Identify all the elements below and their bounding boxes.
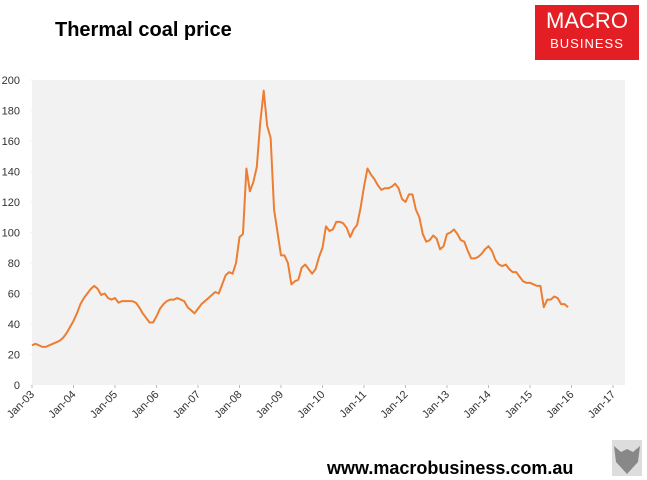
- y-tick-label: 20: [8, 350, 20, 362]
- plot-area: [32, 80, 625, 385]
- y-tick-label: 60: [8, 289, 20, 301]
- y-tick-label: 200: [2, 75, 20, 87]
- logo-box: [535, 5, 639, 60]
- data-line: [31, 89, 569, 348]
- y-tick-label: 80: [8, 258, 20, 270]
- y-tick-label: 160: [2, 136, 20, 148]
- y-tick-label: 180: [2, 106, 20, 118]
- y-tick-label: 40: [8, 319, 20, 331]
- y-tick-label: 0: [14, 380, 20, 392]
- chart-title: Thermal coal price: [55, 19, 232, 41]
- y-tick-label: 140: [2, 167, 20, 179]
- wolf-icon: [612, 440, 642, 476]
- logo-text: MACRO: [546, 8, 628, 33]
- logo-text: BUSINESS: [550, 36, 624, 51]
- logo: MACRO BUSINESS: [535, 5, 639, 60]
- y-tick-label: 120: [2, 197, 20, 209]
- y-tick-label: 100: [2, 228, 20, 240]
- footer-url: www.macrobusiness.com.au: [326, 458, 573, 478]
- icon-shape: [614, 446, 640, 474]
